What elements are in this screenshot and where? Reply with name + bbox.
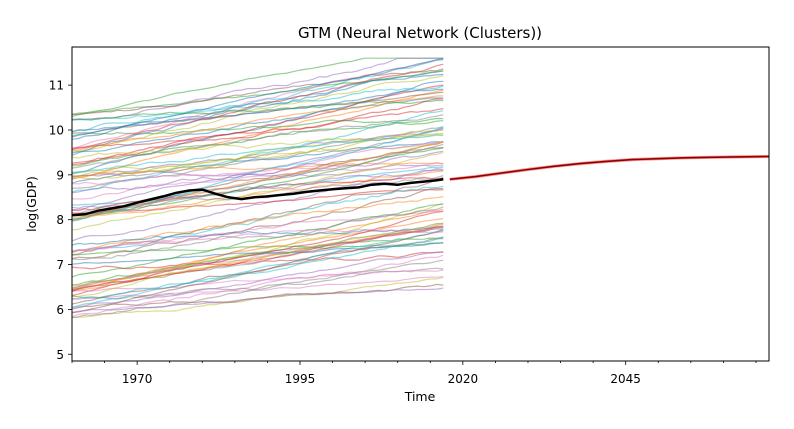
country-line — [71, 203, 444, 278]
country-line — [71, 57, 444, 120]
country-line — [71, 162, 444, 178]
country-line — [71, 176, 444, 212]
country-line — [71, 259, 444, 319]
y-tick-label: 8 — [56, 213, 64, 227]
country-line — [71, 88, 444, 133]
country-line — [71, 84, 444, 166]
x-tick-label: 1970 — [122, 372, 153, 386]
country-line — [71, 75, 444, 152]
country-line — [71, 225, 444, 292]
country-lines — [71, 57, 444, 319]
country-line — [71, 141, 444, 219]
country-line — [71, 70, 444, 115]
y-axis: 5 6 7 8 9 10 11 — [49, 79, 72, 362]
plot-frame — [71, 46, 770, 362]
country-line — [71, 210, 444, 297]
country-line — [71, 242, 444, 265]
x-axis-label: Time — [404, 389, 436, 404]
forecast-series — [449, 154, 770, 181]
country-line — [71, 58, 444, 138]
chart-title: GTM (Neural Network (Clusters)) — [298, 24, 542, 42]
country-line — [71, 73, 444, 156]
forecast-band-line — [449, 154, 770, 181]
y-tick-label: 7 — [56, 258, 64, 272]
country-line — [71, 57, 444, 150]
country-line — [71, 140, 444, 200]
x-tick-label: 2020 — [448, 372, 479, 386]
country-line — [71, 98, 444, 164]
y-tick-label: 6 — [56, 303, 64, 317]
historical-mean-series — [71, 178, 444, 217]
mean-line — [71, 178, 444, 217]
country-line — [71, 170, 444, 221]
country-line — [71, 150, 444, 194]
country-line — [71, 107, 444, 150]
country-line — [71, 242, 444, 256]
country-line — [71, 99, 444, 121]
country-line — [71, 152, 444, 231]
x-tick-label: 2045 — [610, 372, 641, 386]
country-line — [71, 187, 444, 260]
country-line — [71, 226, 444, 246]
country-line — [71, 206, 444, 261]
country-line — [71, 68, 444, 116]
country-line — [71, 229, 444, 314]
country-line — [71, 251, 444, 308]
y-tick-label: 9 — [56, 168, 64, 182]
country-line — [71, 228, 444, 253]
y-axis-label: log(GDP) — [24, 176, 39, 232]
country-line — [71, 222, 444, 298]
country-line — [71, 228, 444, 309]
country-line — [71, 203, 444, 287]
forecast-line — [449, 155, 770, 181]
country-line — [71, 129, 444, 177]
country-line — [71, 89, 444, 180]
country-line — [71, 114, 444, 169]
country-line — [71, 57, 444, 118]
y-tick-label: 11 — [49, 79, 64, 93]
country-line — [71, 176, 444, 256]
y-tick-label: 10 — [49, 123, 64, 137]
country-line — [71, 59, 444, 133]
country-line — [71, 254, 444, 318]
y-tick-label: 5 — [56, 348, 64, 362]
country-line — [71, 269, 444, 292]
x-axis: 1970 1995 2020 2045 — [71, 361, 757, 386]
x-tick-label: 1995 — [285, 372, 316, 386]
country-line — [71, 63, 444, 149]
country-line — [71, 236, 444, 300]
country-line — [71, 134, 444, 174]
country-line — [71, 251, 444, 270]
country-line — [71, 287, 444, 313]
country-line — [71, 188, 444, 214]
